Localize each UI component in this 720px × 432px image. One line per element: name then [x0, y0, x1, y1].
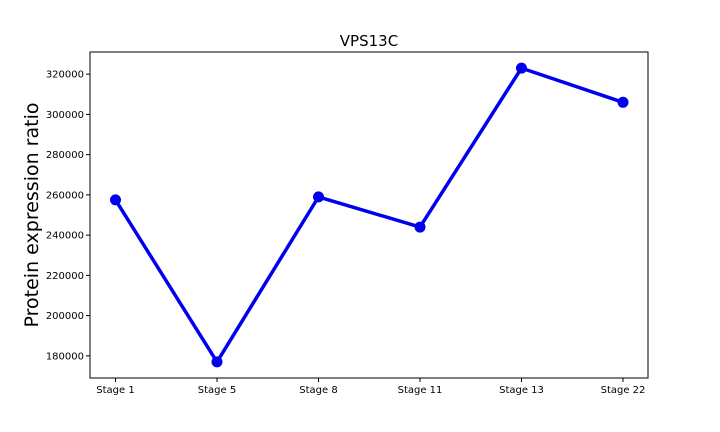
x-tick-label: Stage 11	[398, 385, 443, 396]
x-tick-label: Stage 13	[499, 385, 544, 396]
y-tick-label: 300000	[46, 110, 84, 121]
chart-title: VPS13C	[340, 32, 398, 50]
y-tick-label: 280000	[46, 150, 84, 161]
y-tick-label: 320000	[46, 70, 84, 81]
y-tick-label: 220000	[46, 271, 84, 282]
data-point	[516, 62, 527, 74]
series-layer	[110, 62, 629, 368]
y-axis-label: Protein expression ratio	[21, 103, 43, 328]
data-point	[414, 221, 426, 233]
y-tick-label: 200000	[46, 311, 84, 322]
x-tick-label: Stage 1	[96, 385, 134, 396]
data-point	[110, 194, 121, 206]
x-tick-label: Stage 5	[198, 385, 236, 396]
data-point	[313, 191, 324, 203]
x-tick-label: Stage 22	[601, 385, 646, 396]
data-point	[211, 356, 223, 368]
y-tick-label: 260000	[46, 190, 84, 201]
x-axis-ticks: Stage 1 Stage 5 Stage 8 Stage 11 Stage 13 Sta…	[96, 378, 645, 396]
series-line	[114, 66, 624, 364]
x-tick-label: Stage 8	[299, 385, 337, 396]
y-tick-label: 240000	[46, 231, 84, 242]
data-point	[617, 96, 629, 108]
y-tick-label: 180000	[46, 351, 84, 362]
plot-frame	[89, 51, 649, 379]
y-axis-ticks: 180000 200000 220000 240000 260000 280000 3000…	[46, 70, 90, 362]
